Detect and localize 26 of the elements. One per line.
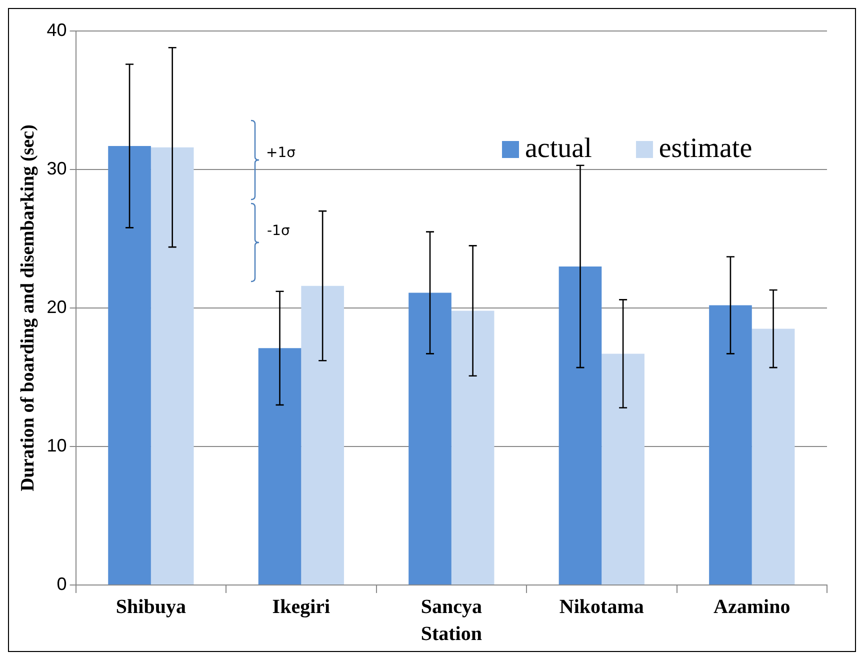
x-tick-label: Nikotama: [559, 596, 644, 618]
x-tick-label: Azamino: [714, 596, 790, 618]
bar: [150, 147, 194, 584]
bar: [602, 354, 644, 584]
bar: [709, 305, 752, 584]
y-axis-title: Duration of boarding and disembarking (sec): [17, 124, 38, 492]
x-tick-label: Sancya: [420, 596, 482, 618]
legend-label: estimate: [658, 133, 752, 165]
bar: [558, 266, 602, 584]
y-tick-label: 20: [46, 296, 67, 317]
y-tick-label: 30: [46, 158, 67, 178]
y-tick-label: 0: [56, 574, 67, 594]
bar: [258, 348, 302, 584]
bar: [408, 292, 452, 584]
x-tick-label: Ikegiri: [272, 596, 330, 618]
y-tick-label: 10: [46, 435, 67, 456]
bar: [451, 310, 494, 584]
x-axis-title: Station: [420, 623, 482, 646]
bar: [108, 146, 151, 584]
annotation: -1σ: [267, 223, 290, 239]
x-tick-label: Shibuya: [116, 596, 186, 618]
y-tick-label: 40: [46, 20, 67, 40]
annotation: +1σ: [266, 145, 296, 161]
bar: [301, 286, 344, 584]
legend-label: actual: [525, 133, 592, 165]
bar: [752, 328, 795, 584]
